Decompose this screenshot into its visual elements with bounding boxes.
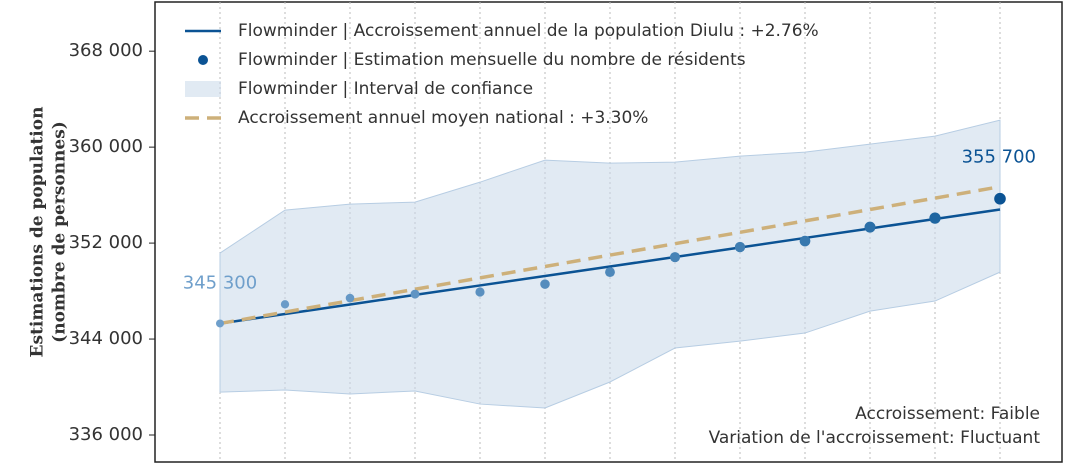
data-point xyxy=(216,319,224,328)
data-label: 345 300 xyxy=(183,272,257,293)
legend-swatch xyxy=(198,55,208,65)
data-point xyxy=(410,289,420,299)
annotation: Accroissement: Faible xyxy=(855,404,1040,424)
legend-label: Flowminder | Interval de confiance xyxy=(238,79,533,99)
y-tick-label: 336 000 xyxy=(69,424,143,445)
data-point xyxy=(540,279,550,289)
data-point xyxy=(605,267,615,278)
data-point xyxy=(799,235,811,247)
y-tick-label: 360 000 xyxy=(69,136,143,157)
y-tick-label: 344 000 xyxy=(69,328,143,349)
data-label: 355 700 xyxy=(962,147,1036,168)
legend-label: Flowminder | Estimation mensuelle du nom… xyxy=(238,50,746,70)
data-point xyxy=(669,252,681,263)
legend-swatch xyxy=(185,81,221,97)
data-point xyxy=(475,287,485,297)
data-point xyxy=(864,221,876,233)
legend-label: Flowminder | Accroissement annuel de la … xyxy=(238,21,819,41)
confidence-band xyxy=(219,119,1001,409)
legend-label: Accroissement annuel moyen national : +3… xyxy=(238,108,648,128)
data-point xyxy=(929,212,941,224)
y-tick-label: 352 000 xyxy=(69,232,143,253)
y-axis-label: (nombre de personnes) xyxy=(50,121,70,343)
data-point xyxy=(345,293,355,303)
annotation: Variation de l'accroissement: Fluctuant xyxy=(709,428,1041,448)
data-point xyxy=(994,192,1006,205)
data-point xyxy=(734,241,746,253)
y-tick-label: 368 000 xyxy=(69,40,143,61)
data-point xyxy=(280,300,290,309)
y-axis-label: Estimations de population xyxy=(28,107,48,358)
